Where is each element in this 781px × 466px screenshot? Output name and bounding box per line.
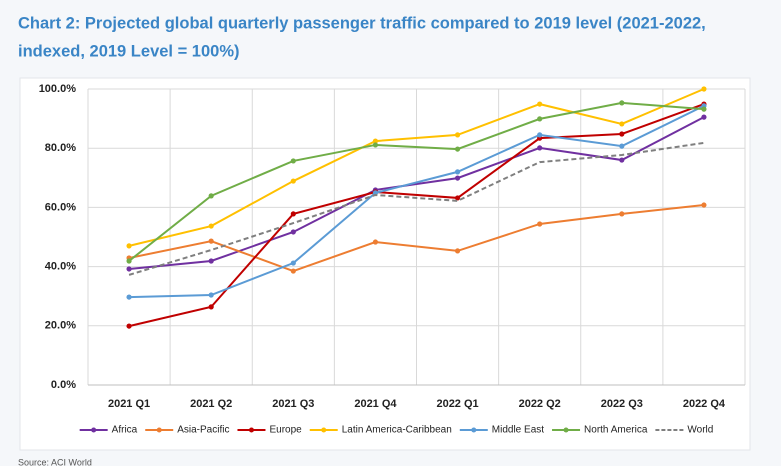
x-tick-label: 2021 Q2 <box>190 398 232 410</box>
legend-item: North America <box>552 425 648 436</box>
point <box>208 238 214 244</box>
point <box>537 145 543 151</box>
x-tick-label: 2022 Q4 <box>683 398 726 410</box>
series-line <box>128 141 705 276</box>
point <box>537 101 543 107</box>
point <box>537 132 543 138</box>
point <box>208 304 214 310</box>
point <box>619 131 625 137</box>
x-tick-label: 2022 Q1 <box>436 398 478 410</box>
legend-marker <box>91 427 97 433</box>
point <box>454 195 461 201</box>
point <box>290 211 296 217</box>
point <box>701 114 707 120</box>
point <box>454 175 461 181</box>
x-tick-label: 2022 Q3 <box>601 398 643 410</box>
legend-marker <box>321 427 327 433</box>
point <box>454 169 461 175</box>
point <box>290 268 296 274</box>
legend-marker <box>563 427 569 433</box>
point <box>454 248 461 254</box>
x-tick-label: 2022 Q2 <box>519 398 561 410</box>
point <box>537 221 543 227</box>
y-tick-label: 80.0% <box>45 142 76 154</box>
legend-marker <box>156 427 162 433</box>
y-tick-label: 40.0% <box>45 261 76 273</box>
series-line <box>128 103 705 328</box>
series-line <box>128 88 705 247</box>
point <box>619 143 625 149</box>
legend-marker <box>248 427 254 433</box>
point <box>126 266 132 272</box>
x-tick-label: 2021 Q3 <box>272 398 314 410</box>
point <box>208 258 214 264</box>
point <box>619 211 625 217</box>
point <box>619 157 625 163</box>
point <box>126 258 132 264</box>
legend-label: Latin America-Caribbean <box>342 425 452 436</box>
point <box>619 121 625 127</box>
legend-item: Africa <box>79 425 138 436</box>
y-tick-label: 100.0% <box>39 83 77 95</box>
point <box>290 260 296 266</box>
y-tick-label: 0.0% <box>51 379 76 391</box>
legend-label: Europe <box>269 425 302 436</box>
source: Source: ACI World <box>18 457 92 466</box>
point <box>290 229 296 235</box>
y-tick-label: 60.0% <box>45 201 76 213</box>
point <box>454 146 461 152</box>
point <box>126 294 132 300</box>
point <box>372 138 379 144</box>
legend-item: Latin America-Caribbean <box>309 425 452 436</box>
legend-label: Middle East <box>492 425 544 436</box>
point <box>126 323 132 329</box>
chart-title-line-2: indexed, 2019 Level = 100%) <box>18 42 240 60</box>
legend-item: Middle East <box>459 425 544 436</box>
legend-item: World <box>655 425 713 436</box>
x-tick-label: 2021 Q4 <box>354 398 397 410</box>
point <box>372 142 379 148</box>
legend-item: Asia-Pacific <box>145 425 229 436</box>
chart-panel <box>19 77 751 451</box>
series-line <box>129 104 705 299</box>
x-tick-label: 2021 Q1 <box>108 398 150 410</box>
chart-title-line-1: Chart 2: Projected global quarterly pass… <box>18 14 706 32</box>
y-tick-label: 20.0% <box>45 320 76 332</box>
point <box>454 132 461 138</box>
legend-label: North America <box>584 425 648 436</box>
point <box>372 239 379 245</box>
series-line <box>128 101 705 262</box>
legend-item: Europe <box>237 425 302 436</box>
point <box>701 86 707 92</box>
point <box>208 223 214 229</box>
legend-label: Asia-Pacific <box>177 425 229 436</box>
legend-label: World <box>687 425 713 436</box>
point <box>126 243 132 249</box>
legend-label: Africa <box>112 425 138 436</box>
point <box>701 106 707 112</box>
series-line <box>128 116 705 270</box>
point <box>208 193 214 199</box>
point <box>619 100 625 106</box>
legend-marker <box>471 427 477 433</box>
point <box>701 202 707 208</box>
point <box>290 158 296 164</box>
point <box>537 116 543 122</box>
point <box>290 178 296 184</box>
point <box>208 292 214 298</box>
